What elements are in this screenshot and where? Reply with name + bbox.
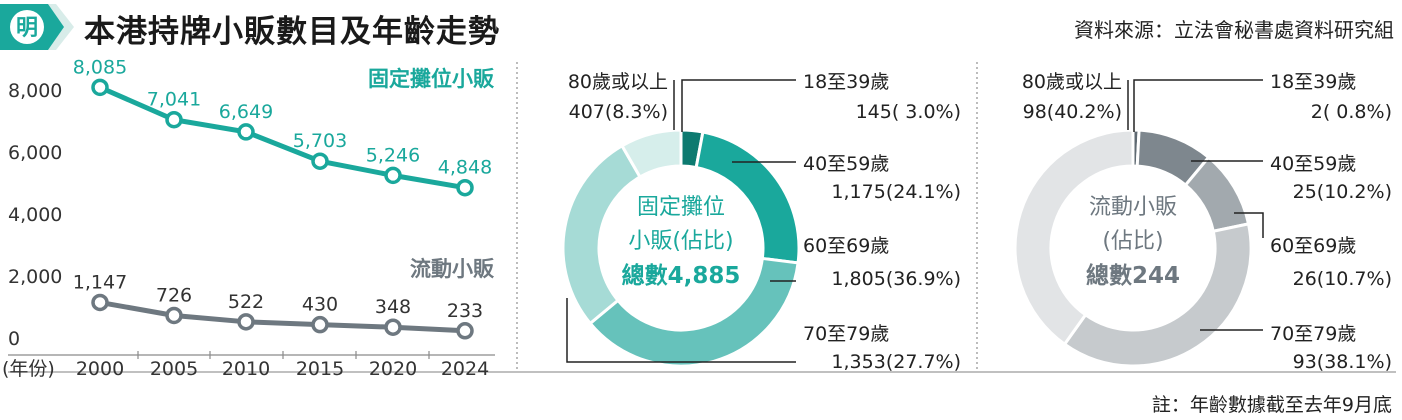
donut-chart-mobile: 流動小販 (佔比) 總數244 18至39歲 2( 0.8%) 40至59歲 25(10.2… <box>1013 71 1392 373</box>
pie-slice <box>1013 128 1135 347</box>
footnote: 註：年齡數據截至去年9月底 <box>1151 394 1392 416</box>
x-unit-label: (年份) <box>2 358 55 380</box>
data-label-mobile: 233 <box>447 300 483 322</box>
y-tick-label: 8,000 <box>8 80 62 102</box>
series-line-mobile <box>99 299 466 334</box>
slice-category-label: 70至79歲 <box>803 323 889 345</box>
donut-total-label: 總數4,885 <box>622 262 741 289</box>
data-point-fixed <box>384 166 402 185</box>
pie-slice <box>619 128 683 180</box>
data-label-fixed: 6,649 <box>219 101 273 123</box>
source-note: 資料來源：立法會秘書處資料研究組 <box>1074 18 1394 42</box>
data-point-mobile <box>237 313 255 331</box>
slice-category-label: 60至69歲 <box>1270 235 1356 257</box>
data-point-fixed <box>91 78 109 97</box>
slice-value-label: 1,805(36.9%) <box>831 268 961 290</box>
slice-category-label: 80歲或以上 <box>568 71 668 93</box>
donut-total-label: 總數244 <box>1086 262 1180 289</box>
slice-value-label: 25(10.2%) <box>1293 181 1392 203</box>
data-label-mobile: 1,147 <box>73 271 127 293</box>
data-point-fixed <box>165 110 183 129</box>
data-label-fixed: 5,703 <box>293 130 347 152</box>
slice-category-label: 60至69歲 <box>803 235 889 257</box>
data-label-fixed: 4,848 <box>438 157 492 179</box>
data-point-fixed <box>456 178 474 197</box>
leader-line <box>566 298 796 363</box>
series-legend-fixed: 固定攤位小販 <box>368 67 495 91</box>
y-tick-label: 2,000 <box>8 266 62 288</box>
slice-value-label: 93(38.1%) <box>1293 351 1392 373</box>
page-title: 本港持牌小販數目及年齡走勢 <box>84 14 500 50</box>
slice-category-label: 40至59歲 <box>1270 153 1356 175</box>
x-tick-label: 2020 <box>369 358 417 380</box>
data-point-mobile <box>456 322 474 340</box>
donut-chart-fixed: 固定攤位小販(佔比) 總數4,885 18至39歲 145( 3.0%) 40至59歲 1… <box>561 71 961 373</box>
series-line-fixed <box>98 85 466 191</box>
slice-category-label: 18至39歲 <box>803 71 889 93</box>
donut-center-label: 小販(佔比) <box>628 229 733 254</box>
leader-line <box>1133 79 1263 132</box>
slice-category-label: 70至79歲 <box>1270 323 1356 345</box>
logo-char: 明 <box>16 16 38 41</box>
data-label-mobile: 726 <box>156 284 192 306</box>
series-legend-mobile: 流動小販 <box>410 257 495 281</box>
data-point-mobile <box>165 306 183 325</box>
y-tick-label: 0 <box>8 328 20 350</box>
slice-value-label: 98(40.2%) <box>1023 101 1122 123</box>
data-point-fixed <box>237 123 255 141</box>
x-tick-label: 2000 <box>76 358 124 380</box>
data-label-mobile: 430 <box>302 294 338 316</box>
data-point-mobile <box>384 318 402 336</box>
x-tick-label: 2005 <box>150 358 198 380</box>
donut-center-label: 固定攤位 <box>637 195 725 220</box>
data-point-mobile <box>91 293 109 312</box>
slice-value-label: 1,353(27.7%) <box>831 351 961 373</box>
line-chart: 8,000 6,000 4,000 2,000 0 (年份) 2000 2005 2010 201… <box>2 56 495 380</box>
ming-pao-logo: 明 <box>0 4 74 50</box>
x-tick-label: 2010 <box>222 358 270 380</box>
x-tick-label: 2015 <box>296 358 344 380</box>
slice-category-label: 40至59歲 <box>803 153 889 175</box>
y-tick-label: 6,000 <box>8 142 62 164</box>
slice-value-label: 2( 0.8%) <box>1311 101 1392 123</box>
slice-category-label: 80歲或以上 <box>1022 71 1122 93</box>
slice-category-label: 18至39歲 <box>1270 71 1356 93</box>
slice-value-label: 26(10.7%) <box>1293 268 1392 290</box>
donut-center-label: 流動小販 <box>1089 195 1177 220</box>
data-label-fixed: 5,246 <box>366 144 420 166</box>
donut-center-label: (佔比) <box>1102 229 1163 254</box>
leader-line <box>1234 212 1264 238</box>
x-tick-label: 2024 <box>441 358 489 380</box>
slice-value-label: 1,175(24.1%) <box>831 181 961 203</box>
data-label-fixed: 8,085 <box>73 56 127 78</box>
pie-slice <box>588 256 800 368</box>
slice-value-label: 145( 3.0%) <box>856 101 961 123</box>
title-bar: 明 本港持牌小販數目及年齡走勢 資料來源：立法會秘書處資料研究組 <box>0 0 1402 56</box>
data-label-fixed: 7,041 <box>147 89 201 111</box>
data-label-mobile: 348 <box>375 296 411 318</box>
leader-line <box>681 79 796 132</box>
data-point-mobile <box>311 315 329 334</box>
data-point-fixed <box>311 152 329 170</box>
y-tick-label: 4,000 <box>8 204 62 226</box>
data-label-mobile: 522 <box>228 291 264 313</box>
slice-value-label: 407(8.3%) <box>569 101 668 123</box>
